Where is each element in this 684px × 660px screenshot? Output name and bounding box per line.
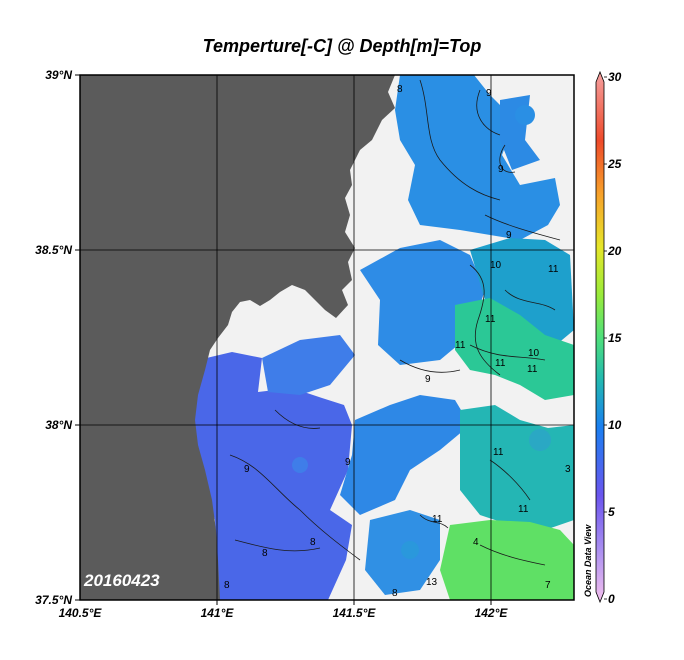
lon-label-142: 142°E	[474, 606, 508, 620]
contour-label: 11	[485, 314, 496, 325]
contour-label: 7	[545, 580, 551, 591]
contour-line	[419, 514, 449, 529]
lon-label-141: 141°E	[200, 606, 234, 620]
contour-label: 8	[397, 84, 403, 95]
date-stamp: 20160423	[84, 571, 160, 590]
contour-line	[234, 539, 321, 552]
colorbar-ticks	[604, 76, 607, 600]
contour-label: 11	[548, 264, 559, 275]
contour-label: 8	[392, 588, 398, 599]
green-east-mid	[455, 298, 574, 400]
contour-line	[399, 359, 461, 373]
lat-label-37-5: 37.5°N	[35, 593, 72, 607]
contour-line	[419, 79, 501, 201]
land-mass	[80, 75, 395, 600]
colorbar-label-0: 0	[608, 592, 615, 606]
contour-labels: 8 9 9 9 10 11 11 11 11 10 11 9 9 8 8 8 9…	[224, 84, 571, 599]
colorbar-body	[595, 70, 605, 604]
contour-line	[499, 144, 516, 173]
contour-label: 8	[262, 548, 268, 559]
contour-line	[476, 89, 501, 136]
contour-label: 9	[425, 374, 431, 385]
lat-label-38-5: 38.5°N	[35, 243, 72, 257]
contour-label: 9	[486, 88, 492, 99]
blue-north	[395, 75, 560, 240]
colorbar-label-10: 10	[608, 418, 622, 432]
contour-label: 3	[565, 464, 571, 475]
lon-label-140-5: 140.5°E	[58, 606, 102, 620]
ocean-data-view-watermark: Ocean Data View	[583, 524, 593, 597]
contour-label: 11	[493, 447, 504, 458]
contour-line	[469, 264, 501, 376]
blob-d	[529, 429, 551, 451]
contour-label: 9	[498, 164, 504, 175]
blue-north-east	[500, 95, 540, 170]
contour-line	[504, 289, 556, 311]
contour-label: 9	[345, 457, 351, 468]
contour-label: 8	[310, 537, 316, 548]
contour-line	[479, 544, 546, 566]
contour-label: 10	[528, 348, 540, 359]
colorbar-label-5: 5	[608, 505, 615, 519]
colorbar	[595, 70, 607, 604]
contour-label: 11	[518, 504, 529, 515]
green-south	[440, 520, 574, 600]
lat-label-38: 38°N	[45, 418, 72, 432]
contour-line	[469, 344, 546, 361]
lat-label-39: 39°N	[45, 68, 72, 82]
lon-label-141-5: 141.5°E	[332, 606, 376, 620]
contour-label: 4	[473, 537, 479, 548]
contour-line	[229, 454, 361, 561]
contour-line	[489, 459, 531, 501]
map-frame	[79, 74, 575, 601]
contour-label: 11	[495, 358, 506, 369]
colorbar-label-25: 25	[608, 157, 622, 171]
cold-patch-central	[262, 335, 355, 395]
cold-nearshore-south	[192, 352, 352, 600]
contour-label: 9	[244, 464, 250, 475]
contour-label: 11	[455, 340, 466, 351]
contour-label: 9	[506, 230, 512, 241]
colorbar-label-15: 15	[608, 331, 622, 345]
graticule	[80, 75, 574, 600]
colorbar-label-20: 20	[608, 244, 622, 258]
blob-c	[401, 541, 419, 559]
blob-a	[515, 105, 535, 125]
colorbar-label-30: 30	[608, 70, 622, 84]
contour-label: 13	[426, 577, 438, 588]
temperature-field	[192, 75, 574, 600]
blue-mid	[360, 240, 485, 365]
axis-ticks	[75, 74, 492, 605]
contour-label: 8	[224, 580, 230, 591]
contour-label: 11	[527, 364, 538, 375]
contour-label: 11	[432, 514, 443, 525]
blob-b	[292, 457, 308, 473]
map-title: Temperture[-C] @ Depth[m]=Top	[202, 36, 482, 56]
contour-label: 10	[490, 260, 502, 271]
